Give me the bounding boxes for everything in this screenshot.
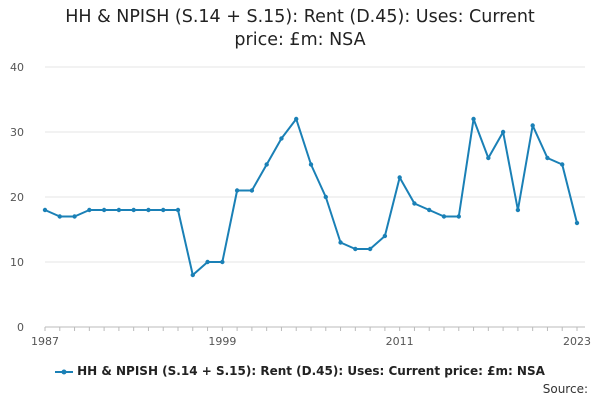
chart-title-line-2: price: £m: NSA [234, 30, 366, 50]
data-point[interactable] [471, 116, 476, 122]
data-point[interactable] [515, 207, 521, 213]
x-tick-label: 2011 [386, 335, 414, 348]
data-point[interactable] [190, 272, 195, 278]
data-point[interactable] [57, 214, 62, 219]
data-point[interactable] [441, 214, 447, 219]
chart-title-line-1: HH & NPISH (S.14 + S.15): Rent (D.45): U… [65, 7, 535, 27]
chart-title: HH & NPISH (S.14 + S.15): Rent (D.45): U… [0, 6, 600, 52]
data-point[interactable] [131, 207, 136, 213]
data-point[interactable] [412, 201, 417, 206]
data-point[interactable] [500, 129, 506, 135]
source-label: Source: [542, 382, 588, 396]
y-tick-label: 10 [10, 256, 24, 269]
data-point[interactable] [560, 162, 565, 167]
data-point[interactable] [279, 136, 284, 141]
data-point[interactable] [486, 155, 491, 161]
data-point[interactable] [574, 220, 580, 226]
data-point[interactable] [456, 214, 461, 219]
data-point[interactable] [72, 214, 77, 219]
data-point[interactable] [382, 233, 388, 239]
y-tick-label: 30 [10, 126, 24, 139]
y-tick-label: 40 [10, 61, 24, 74]
x-tick-label: 1987 [31, 335, 59, 348]
data-point[interactable] [530, 123, 535, 128]
x-tick-label: 2023 [563, 335, 591, 348]
y-tick-label: 20 [10, 191, 24, 204]
legend[interactable]: HH & NPISH (S.14 + S.15): Rent (D.45): U… [0, 364, 600, 378]
data-point[interactable] [116, 207, 122, 213]
data-point[interactable] [427, 207, 432, 213]
y-axis-ticks: 0 10 20 30 40 [10, 61, 24, 334]
data-point[interactable] [308, 162, 314, 167]
legend-label: HH & NPISH (S.14 + S.15): Rent (D.45): U… [77, 364, 545, 378]
data-point[interactable] [87, 207, 92, 213]
data-point[interactable] [338, 240, 343, 245]
x-tick-label: 1999 [208, 335, 236, 348]
data-point[interactable] [205, 259, 210, 265]
data-point[interactable] [264, 162, 269, 167]
gridlines [45, 66, 585, 328]
x-axis: 1987 1999 2011 2023 [31, 327, 591, 348]
data-point[interactable] [42, 207, 48, 213]
data-point[interactable] [234, 188, 240, 193]
data-point[interactable] [353, 246, 358, 252]
series-layer [42, 116, 580, 278]
data-point[interactable] [294, 116, 299, 122]
data-point[interactable] [146, 207, 151, 213]
data-point[interactable] [397, 175, 402, 180]
data-point[interactable] [175, 207, 181, 213]
data-point[interactable] [545, 155, 550, 161]
y-tick-label: 0 [17, 321, 24, 334]
data-point[interactable] [367, 246, 373, 252]
data-point[interactable] [249, 188, 255, 193]
legend-swatch-icon [55, 369, 74, 374]
data-point[interactable] [323, 194, 328, 200]
data-point[interactable] [101, 207, 107, 213]
data-point[interactable] [161, 207, 166, 213]
data-point[interactable] [220, 259, 225, 265]
